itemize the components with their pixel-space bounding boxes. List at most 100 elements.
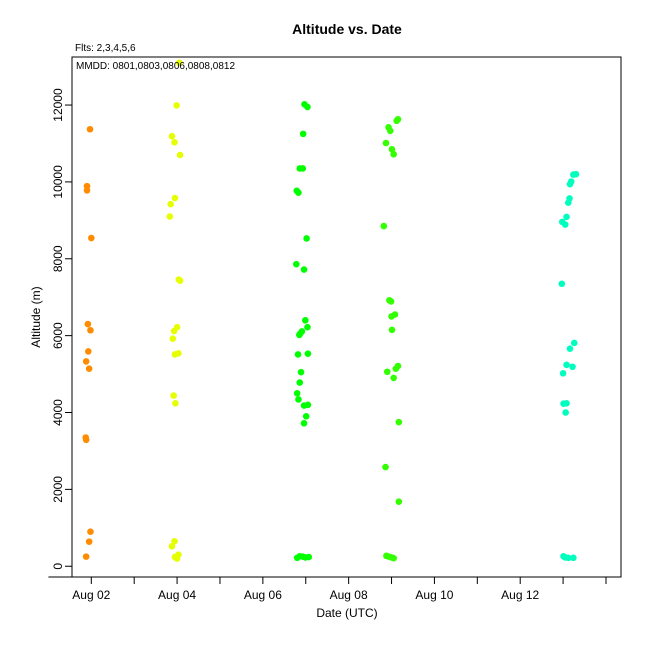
data-point: [168, 132, 176, 140]
data-point: [295, 396, 302, 403]
data-point: [303, 235, 310, 242]
data-point: [172, 399, 179, 407]
y-tick-label: 12000: [51, 88, 65, 122]
data-point: [299, 165, 307, 172]
data-point: [300, 419, 308, 427]
data-point: [302, 316, 309, 324]
series-2: [166, 59, 184, 562]
data-point: [566, 180, 574, 188]
data-point: [171, 194, 179, 202]
flights-annotation: Flts: 2,3,4,5,6: [75, 43, 136, 54]
data-point: [559, 370, 567, 377]
data-point: [171, 537, 178, 545]
data-point: [176, 151, 184, 159]
y-tick-label: 8000: [51, 245, 65, 272]
y-tick-label: 2000: [51, 476, 65, 503]
data-point: [85, 538, 93, 545]
data-point: [566, 345, 574, 353]
y-axis-label: Altitude (m): [29, 286, 43, 347]
y-axis: 0 2000 4000 6000 8000 10000 12000: [51, 88, 73, 570]
y-tick-label: 10000: [51, 165, 65, 199]
data-point: [302, 413, 310, 420]
data-point: [170, 327, 178, 335]
data-point: [569, 363, 576, 371]
data-point: [388, 313, 395, 320]
data-point: [300, 266, 308, 273]
data-point: [382, 463, 389, 471]
data-point: [169, 335, 177, 343]
data-point: [304, 401, 312, 409]
x-axis: Aug 02 Aug 04 Aug 06 Aug 08 Aug 10 Aug 12: [48, 576, 607, 602]
data-point: [564, 554, 572, 562]
data-point: [82, 553, 90, 560]
data-point: [388, 326, 396, 334]
data-point: [387, 298, 395, 305]
data-point: [304, 103, 311, 111]
data-point: [386, 127, 394, 135]
data-point: [82, 358, 90, 365]
data-point: [85, 365, 93, 372]
x-tick-label: Aug 02: [72, 588, 110, 602]
data-point: [563, 213, 570, 221]
data-point: [294, 351, 302, 358]
data-point: [296, 331, 303, 339]
series-4: [380, 115, 403, 562]
data-point: [175, 350, 182, 357]
data-point: [563, 399, 570, 407]
x-tick-label: Aug 12: [501, 588, 539, 602]
x-tick-label: Aug 04: [158, 588, 196, 602]
data-point: [570, 339, 578, 347]
data-point: [170, 392, 177, 399]
data-point: [388, 145, 396, 153]
data-point: [393, 117, 400, 125]
data-point: [570, 554, 577, 562]
x-tick-label: Aug 08: [330, 588, 368, 602]
data-point: [382, 139, 390, 147]
data-point: [395, 418, 403, 426]
data-point: [176, 277, 184, 284]
data-point: [562, 409, 569, 416]
data-point: [383, 368, 391, 376]
data-point: [390, 554, 397, 562]
series-3: [293, 100, 313, 562]
data-point: [395, 498, 403, 505]
data-point: [173, 102, 180, 109]
chart-title: Altitude vs. Date: [292, 21, 402, 37]
y-tick-label: 6000: [51, 322, 65, 349]
data-point: [84, 348, 92, 355]
data-point: [297, 368, 305, 376]
y-tick-label: 4000: [51, 399, 65, 426]
data-point: [390, 374, 397, 382]
data-point: [86, 125, 94, 133]
y-tick-label: 0: [51, 563, 65, 570]
data-point: [563, 361, 570, 369]
data-point: [295, 189, 302, 196]
x-tick-label: Aug 06: [244, 588, 282, 602]
data-point: [296, 379, 304, 386]
data-point: [305, 553, 313, 561]
series-5: [558, 170, 580, 562]
data-point: [561, 221, 569, 228]
data-point: [84, 320, 92, 328]
data-point: [390, 150, 397, 158]
data-point: [380, 222, 388, 230]
data-point: [293, 389, 301, 397]
data-point: [558, 280, 566, 288]
x-tick-label: Aug 10: [415, 588, 453, 602]
series-1: [82, 125, 95, 560]
data-point: [572, 170, 580, 178]
data-point: [83, 187, 91, 194]
data-point: [168, 542, 176, 550]
data-point: [167, 200, 174, 208]
mmdd-annotation: MMDD: 0801,0803,0806,0808,0812: [76, 61, 235, 72]
data-point: [304, 350, 312, 358]
data-point: [87, 326, 94, 334]
data-point: [171, 139, 178, 146]
data-point: [166, 213, 174, 220]
data-point: [299, 130, 307, 138]
data-point: [293, 260, 300, 268]
data-point: [564, 199, 572, 206]
data-point: [173, 555, 181, 562]
